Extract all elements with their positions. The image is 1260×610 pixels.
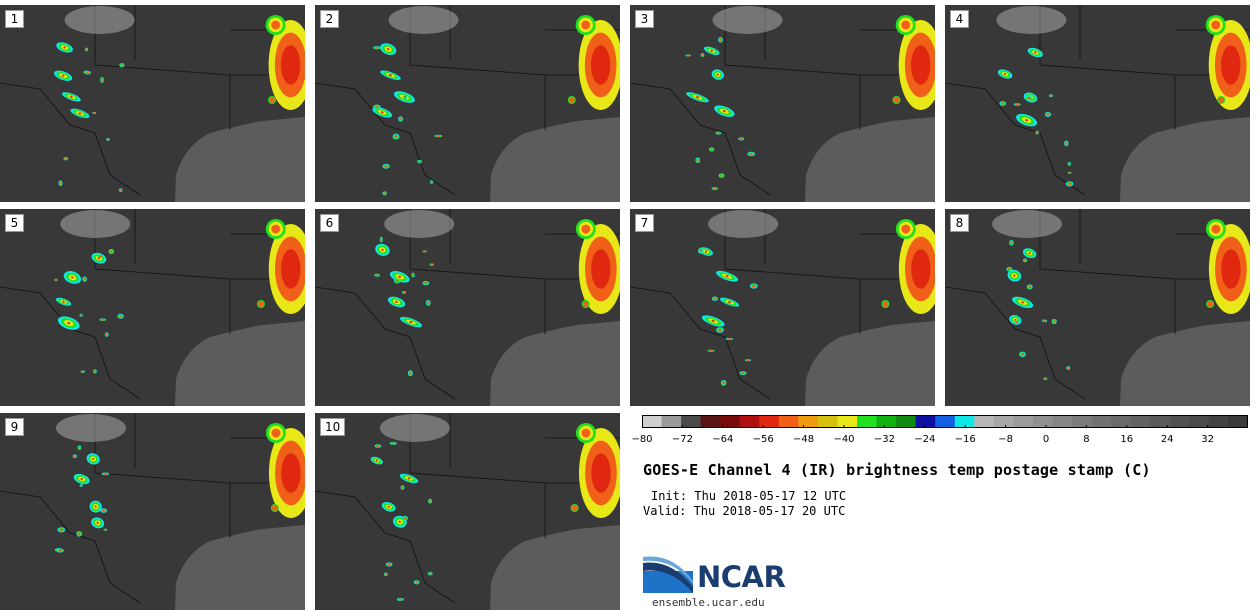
figure-title: GOES-E Channel 4 (IR) brightness temp po… — [643, 461, 1151, 479]
colorbar-swatch — [1052, 415, 1073, 428]
ir-satellite-map — [630, 209, 935, 406]
stamp-panel-2: 2 — [315, 5, 620, 202]
colorbar-swatch — [1228, 415, 1248, 428]
colorbar-tick-label: −72 — [671, 434, 693, 445]
panel-label: 10 — [320, 418, 346, 436]
colorbar-swatch — [1111, 415, 1132, 428]
stamp-panel-9: 9 — [0, 413, 305, 610]
colorbar-tick-label: 32 — [1201, 434, 1214, 445]
ir-satellite-map — [315, 413, 620, 610]
colorbar-tick-label: −80 — [631, 434, 653, 445]
stamp-panel-5: 5 — [0, 209, 305, 406]
ir-satellite-map — [315, 209, 620, 406]
valid-time: Valid: Thu 2018-05-17 20 UTC — [643, 504, 846, 518]
stamp-panel-4: 4 — [945, 5, 1250, 202]
colorbar-swatch — [837, 415, 858, 428]
colorbar-swatch — [915, 415, 936, 428]
colorbar-tick-label: 8 — [1083, 434, 1090, 445]
colorbar-tick-label: 24 — [1160, 434, 1174, 445]
panel-label: 4 — [950, 10, 969, 28]
ir-satellite-map — [945, 209, 1250, 406]
colorbar-tick-label: −48 — [793, 434, 815, 445]
colorbar-swatch — [1189, 415, 1210, 428]
init-time: Init: Thu 2018-05-17 12 UTC — [651, 489, 847, 503]
panel-label: 1 — [5, 10, 24, 28]
panel-label: 9 — [5, 418, 24, 436]
stamp-panel-8: 8 — [945, 209, 1250, 406]
colorbar-swatch — [798, 415, 819, 428]
colorbar-tick-label: −32 — [873, 434, 895, 445]
colorbar-swatch — [681, 415, 702, 428]
panel-label: 3 — [635, 10, 654, 28]
colorbar-swatch — [896, 415, 917, 428]
ir-satellite-map — [0, 413, 305, 610]
colorbar-swatch — [817, 415, 838, 428]
colorbar-swatch — [993, 415, 1014, 428]
colorbar-swatch — [720, 415, 741, 428]
stamp-panel-1: 1 — [0, 5, 305, 202]
ir-satellite-map — [0, 209, 305, 406]
colorbar-swatch — [661, 415, 682, 428]
ir-satellite-map — [315, 5, 620, 202]
colorbar-swatch — [642, 415, 663, 428]
colorbar-swatch — [935, 415, 956, 428]
colorbar-swatch — [739, 415, 760, 428]
stamp-panel-10: 10 — [315, 413, 620, 610]
colorbar-tick-label: −8 — [998, 434, 1013, 445]
ncar-logo-icon — [643, 556, 693, 593]
colorbar-swatch — [1208, 415, 1229, 428]
colorbar-tick-label: −40 — [833, 434, 855, 445]
ncar-logo-text: NCAR — [697, 560, 786, 594]
colorbar-swatch — [974, 415, 995, 428]
ir-satellite-map — [0, 5, 305, 202]
ir-satellite-map — [630, 5, 935, 202]
panel-label: 2 — [320, 10, 339, 28]
colorbar-swatch — [954, 415, 975, 428]
stamp-panel-3: 3 — [630, 5, 935, 202]
panel-label: 8 — [950, 214, 969, 232]
colorbar-swatch — [1130, 415, 1151, 428]
colorbar-swatch — [1032, 415, 1054, 428]
colorbar-tick-label: −16 — [954, 434, 976, 445]
colorbar-swatch — [778, 415, 799, 428]
colorbar-tick-label: −64 — [712, 434, 734, 445]
colorbar — [642, 415, 1248, 428]
colorbar-tick-label: −56 — [752, 434, 774, 445]
colorbar-swatch — [1091, 415, 1112, 428]
colorbar-swatch — [857, 415, 878, 428]
colorbar-swatch — [1150, 415, 1171, 428]
ir-satellite-map — [945, 5, 1250, 202]
stamp-panel-7: 7 — [630, 209, 935, 406]
panel-label: 7 — [635, 214, 654, 232]
colorbar-swatch — [1013, 415, 1034, 428]
panel-label: 5 — [5, 214, 24, 232]
panel-label: 6 — [320, 214, 339, 232]
stamp-panel-6: 6 — [315, 209, 620, 406]
colorbar-tick-label: 0 — [1042, 434, 1050, 445]
ensemble-url: ensemble.ucar.edu — [652, 596, 765, 609]
colorbar-tick-label: −24 — [914, 434, 936, 445]
colorbar-swatch — [700, 415, 721, 428]
colorbar-swatch — [1072, 415, 1093, 428]
colorbar-swatch — [876, 415, 897, 428]
colorbar-swatch — [759, 415, 780, 428]
colorbar-tick-label: 16 — [1120, 434, 1134, 445]
colorbar-swatch — [1169, 415, 1190, 428]
